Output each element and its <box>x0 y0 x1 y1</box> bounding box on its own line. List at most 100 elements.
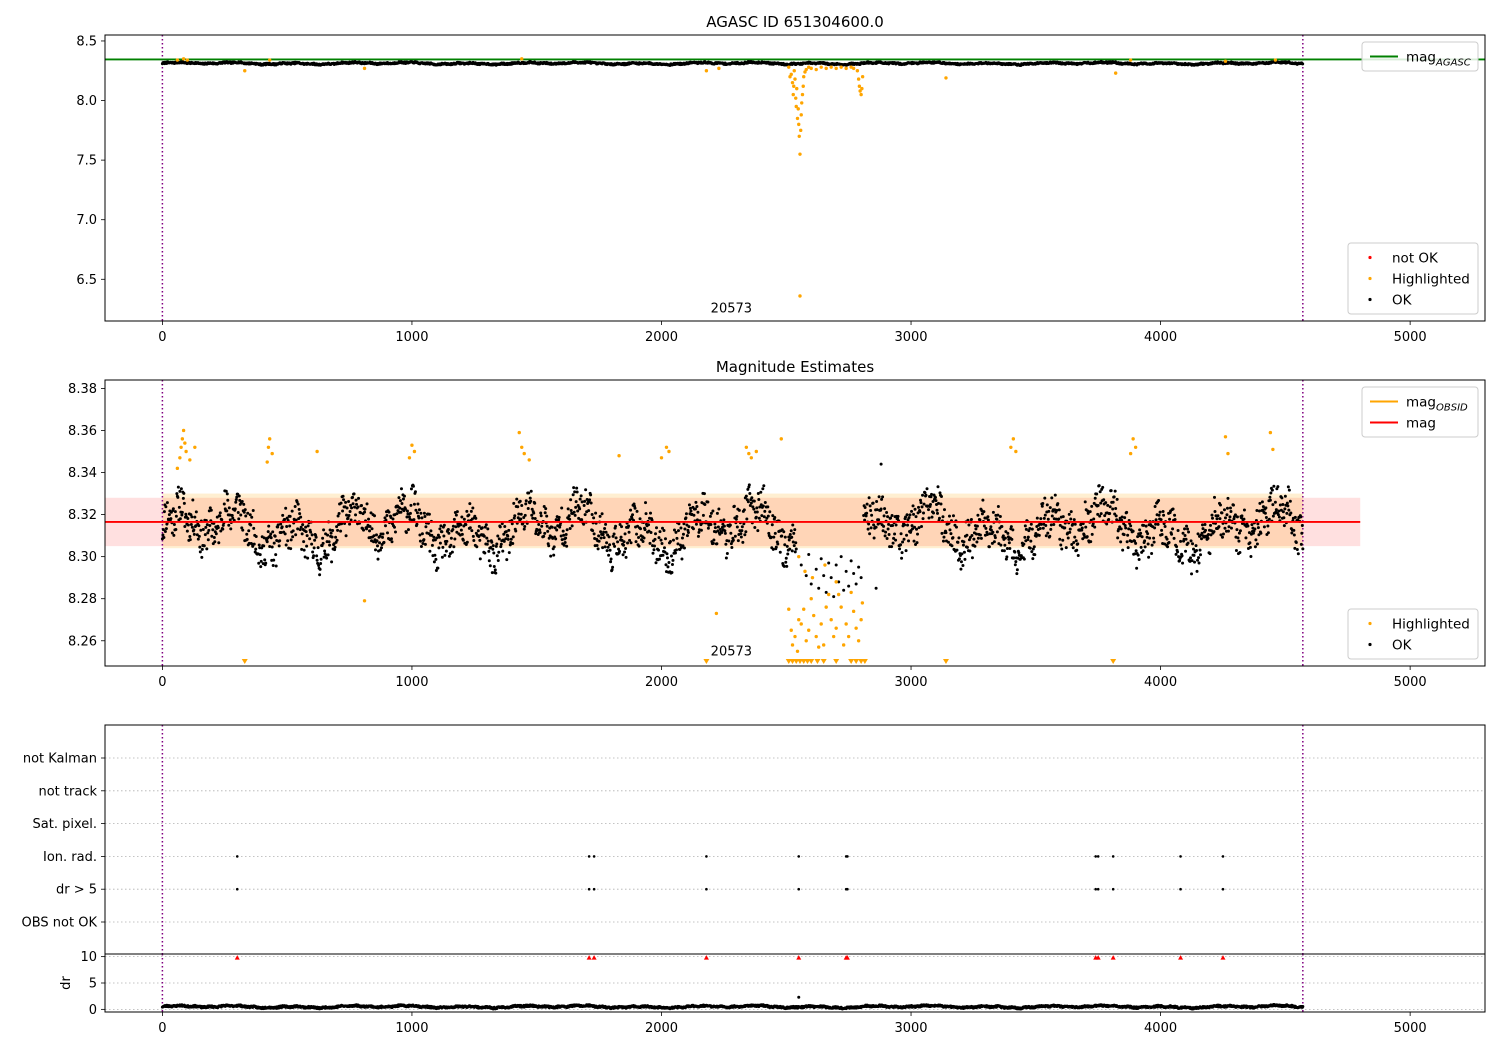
y-tick-label: 8.5 <box>76 34 97 49</box>
ok-point <box>954 525 958 529</box>
ok-point <box>337 511 341 515</box>
ok-point <box>272 541 276 545</box>
ok-point <box>451 524 455 528</box>
ok-point <box>412 518 416 522</box>
ok-point <box>869 526 873 530</box>
ok-point <box>702 492 706 496</box>
ok-point <box>385 531 389 535</box>
ok-point <box>665 556 669 560</box>
ok-point <box>252 526 256 530</box>
ok-point <box>742 522 746 526</box>
ok-point <box>969 518 973 522</box>
ok-point <box>460 515 464 519</box>
ok-point <box>862 513 866 517</box>
ok-point <box>176 495 180 499</box>
ok-point <box>1168 517 1172 521</box>
ok-point <box>492 565 496 569</box>
ok-point <box>323 549 327 553</box>
ok-point <box>882 514 886 518</box>
ok-point <box>824 590 828 594</box>
ok-point <box>665 552 669 556</box>
ok-point <box>1115 518 1119 522</box>
highlighted-point <box>704 69 709 73</box>
flag-point <box>235 855 239 858</box>
ok-point <box>367 517 371 521</box>
ok-point <box>922 511 926 515</box>
ok-point <box>921 493 925 497</box>
ok-point <box>1201 527 1205 531</box>
ok-point <box>1180 554 1184 558</box>
ok-point <box>882 524 886 528</box>
ok-point <box>762 484 766 488</box>
ok-point <box>1186 527 1190 531</box>
ok-point <box>189 513 193 517</box>
ok-point <box>759 490 763 494</box>
ok-point <box>771 547 775 551</box>
ok-point <box>512 516 516 520</box>
flag-point <box>587 855 591 858</box>
ok-point <box>681 532 685 536</box>
ok-point <box>819 557 823 561</box>
ok-point <box>601 533 605 537</box>
ok-point <box>414 508 418 512</box>
ok-point <box>174 528 178 532</box>
ok-point <box>1253 545 1257 549</box>
ok-point <box>179 487 183 491</box>
highlighted-point <box>1128 451 1133 456</box>
highlighted-point <box>854 626 858 630</box>
highlighted-point <box>407 456 412 460</box>
ok-point <box>917 505 921 509</box>
ok-point <box>1249 554 1253 558</box>
ok-point <box>209 508 213 512</box>
ok-point <box>599 536 603 540</box>
ok-point <box>192 528 196 532</box>
highlighted-point <box>817 645 821 649</box>
ok-point <box>362 528 366 532</box>
ok-point <box>202 544 206 548</box>
highlighted-point <box>799 113 803 117</box>
ok-point <box>917 526 921 530</box>
ok-point <box>829 576 833 580</box>
ok-point <box>373 514 377 518</box>
ok-point <box>482 534 486 538</box>
ok-point <box>319 557 323 561</box>
ok-point <box>683 527 687 531</box>
ok-point <box>432 560 436 564</box>
ok-point <box>859 576 863 580</box>
ok-point <box>787 538 791 542</box>
ok-point <box>407 515 411 519</box>
x-tick-label: 4000 <box>1144 675 1177 690</box>
ok-point <box>294 518 298 522</box>
ok-point <box>744 530 748 534</box>
x-tick-label: 0 <box>158 675 166 690</box>
ok-point <box>196 537 200 541</box>
ok-point <box>1209 529 1213 533</box>
ok-point <box>619 535 623 539</box>
ok-point <box>611 534 615 538</box>
ok-point <box>506 534 510 538</box>
ok-point <box>782 530 786 534</box>
highlighted-point <box>517 430 521 435</box>
ok-point <box>948 528 952 532</box>
ok-point <box>262 544 266 548</box>
highlighted-point <box>1226 451 1230 456</box>
ok-point <box>317 564 321 568</box>
ok-point <box>1226 496 1230 500</box>
ok-point <box>894 523 898 527</box>
ok-point <box>228 518 232 522</box>
ok-point <box>782 564 786 568</box>
ok-point <box>1181 531 1185 535</box>
ok-point <box>571 493 575 497</box>
ok-point <box>1233 513 1237 517</box>
ok-point <box>847 584 851 588</box>
ok-point <box>1057 517 1061 521</box>
highlighted-point <box>181 57 186 61</box>
highlighted-point <box>810 575 815 580</box>
ok-point <box>316 546 320 550</box>
ok-point <box>766 505 770 509</box>
highlighted-point <box>795 86 799 91</box>
ok-point <box>597 534 601 538</box>
ok-point <box>1073 535 1077 539</box>
ok-point <box>753 525 757 529</box>
ok-point <box>965 545 969 549</box>
